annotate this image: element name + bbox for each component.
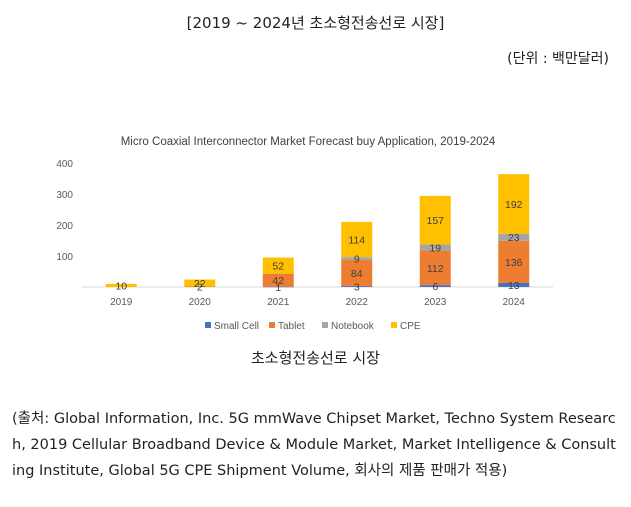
data-label-cpe-2022: 114 xyxy=(348,235,365,247)
y-tick-label: 400 xyxy=(56,159,73,170)
x-tick-label: 2020 xyxy=(189,297,212,308)
data-label-cpe-2020: 22 xyxy=(194,278,206,290)
legend-label-tablet: Tablet xyxy=(278,321,305,332)
data-label-tablet-2021: 42 xyxy=(272,275,284,287)
data-label-cpe-2021: 52 xyxy=(272,261,284,273)
bar-tablet-2021 xyxy=(262,273,294,287)
bar-small-cell-2022 xyxy=(341,286,373,287)
bar-tablet-2022 xyxy=(341,260,373,287)
bar-cpe-2022 xyxy=(341,221,373,258)
legend-label-cpe: CPE xyxy=(400,321,421,332)
data-label-notebook-2024: 23 xyxy=(508,232,520,244)
y-tick-label: 200 xyxy=(56,221,73,232)
legend-swatch-small-cell xyxy=(205,322,211,328)
y-tick-label: 100 xyxy=(56,252,73,263)
bar-small-cell-2021 xyxy=(262,286,294,288)
data-label-small-cell-2022: 3 xyxy=(354,282,360,294)
data-label-small-cell-2023: 6 xyxy=(432,281,438,293)
data-label-tablet-2024: 136 xyxy=(505,257,523,269)
data-label-notebook-2022: 9 xyxy=(354,254,360,266)
bar-cpe-2021 xyxy=(262,257,294,274)
bar-cpe-2019 xyxy=(105,283,137,287)
bar-cpe-2023 xyxy=(419,195,451,245)
legend-label-small-cell: Small Cell xyxy=(214,321,259,332)
bar-chart: Micro Coaxial Interconnector Market Fore… xyxy=(56,136,553,332)
bar-notebook-2023 xyxy=(419,244,451,251)
data-label-tablet-2023: 112 xyxy=(427,263,444,275)
unit-note: (단위 : 백만달러) xyxy=(507,51,609,67)
data-label-tablet-2022: 84 xyxy=(351,268,363,280)
legend-swatch-cpe xyxy=(391,322,397,328)
data-label-small-cell-2021: 1 xyxy=(275,282,281,294)
data-label-cpe-2023: 157 xyxy=(426,215,444,227)
bar-notebook-2024 xyxy=(498,233,530,241)
bar-notebook-2022 xyxy=(341,257,373,261)
bar-small-cell-2023 xyxy=(419,285,451,287)
legend-label-notebook: Notebook xyxy=(331,321,375,332)
x-tick-label: 2024 xyxy=(503,297,526,308)
x-tick-label: 2023 xyxy=(424,297,447,308)
x-tick-label: 2021 xyxy=(267,297,290,308)
bar-tablet-2024 xyxy=(498,240,530,283)
data-label-tablet-2020: 2 xyxy=(197,282,203,294)
source-note: (출처: Global Information, Inc. 5G mmWave … xyxy=(12,411,616,479)
heading: [2019 ~ 2024년 초소형전송선로 시장] xyxy=(186,14,445,32)
x-tick-label: 2022 xyxy=(346,297,369,308)
data-label-cpe-2019: 10 xyxy=(115,280,127,292)
legend-swatch-tablet xyxy=(269,322,275,328)
legend-swatch-notebook xyxy=(322,322,328,328)
y-tick-label: 300 xyxy=(56,190,73,201)
chart-caption: 초소형전송선로 시장 xyxy=(251,349,380,367)
bar-tablet-2020 xyxy=(184,286,216,287)
x-tick-label: 2019 xyxy=(110,297,133,308)
chart-title: Micro Coaxial Interconnector Market Fore… xyxy=(121,136,496,148)
bar-tablet-2023 xyxy=(419,250,451,286)
bar-cpe-2024 xyxy=(498,174,530,234)
bar-cpe-2020 xyxy=(184,279,216,287)
data-label-small-cell-2024: 13 xyxy=(508,280,520,292)
data-label-cpe-2024: 192 xyxy=(505,199,523,211)
bar-small-cell-2024 xyxy=(498,282,530,287)
data-label-notebook-2023: 19 xyxy=(429,242,441,254)
